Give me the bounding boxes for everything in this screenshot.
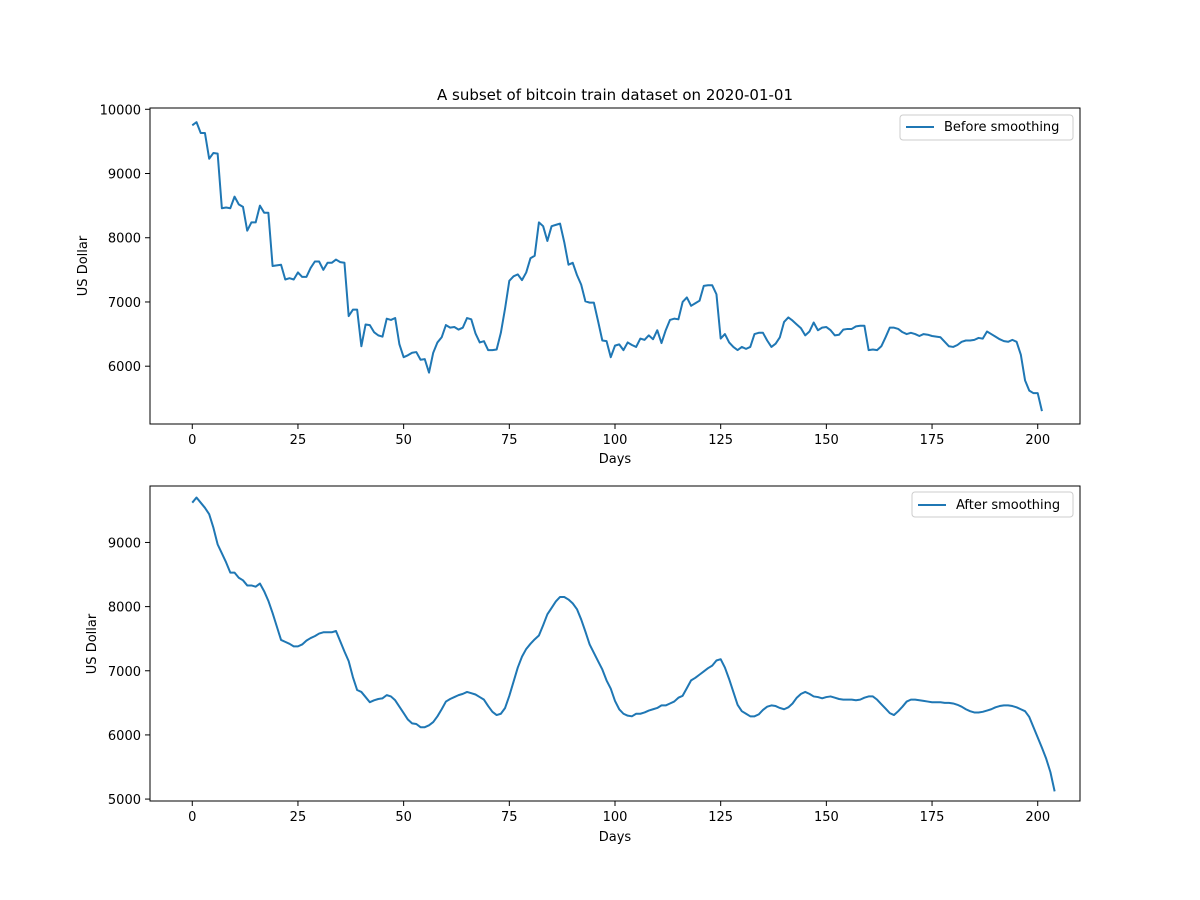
bottom-x-axis: 0 25 50 75 100 125 150 175 200 (188, 801, 1050, 825)
bottom-x-tick-label: 50 (395, 810, 412, 825)
bottom-x-tick-label: 75 (501, 810, 518, 825)
top-x-axis: 0 25 50 75 100 125 150 175 200 (188, 424, 1050, 448)
bottom-y-tick-label: 9000 (108, 536, 141, 551)
top-x-tick-label: 200 (1025, 433, 1050, 448)
top-x-tick-label: 150 (814, 433, 839, 448)
top-x-tick-label: 25 (290, 433, 307, 448)
top-y-axis-label: US Dollar (76, 235, 91, 296)
bottom-y-axis: 5000 6000 7000 8000 9000 (108, 536, 150, 808)
bottom-x-tick-label: 100 (603, 810, 628, 825)
top-x-tick-label: 125 (708, 433, 733, 448)
top-plot: 0 25 50 75 100 125 150 175 200 6000 7000 8000 9000 1… (76, 103, 1081, 467)
bottom-legend-box (911, 491, 1074, 518)
bottom-legend: After smoothing (911, 491, 1074, 518)
top-y-tick-label: 8000 (108, 232, 141, 247)
top-y-axis: 6000 7000 8000 9000 10000 (100, 103, 150, 375)
before-smoothing-line (191, 121, 1043, 412)
bottom-legend-label: After smoothing (956, 498, 1060, 513)
bottom-y-tick-label: 6000 (108, 729, 141, 744)
top-legend-label: Before smoothing (944, 120, 1059, 135)
bottom-x-tick-label: 0 (188, 810, 196, 825)
bottom-y-tick-label: 7000 (108, 665, 141, 680)
top-x-tick-label: 0 (188, 433, 196, 448)
bottom-x-tick-label: 175 (920, 810, 945, 825)
bottom-x-tick-label: 125 (708, 810, 733, 825)
top-y-tick-label: 10000 (100, 103, 141, 118)
bottom-y-tick-label: 8000 (108, 601, 141, 616)
top-y-tick-label: 9000 (108, 168, 141, 183)
bottom-y-axis-label: US Dollar (85, 613, 100, 674)
top-legend: Before smoothing (899, 114, 1074, 141)
top-y-tick-label: 6000 (108, 360, 141, 375)
bottom-x-tick-label: 150 (814, 810, 839, 825)
top-legend-box (899, 114, 1074, 141)
chart-title: A subset of bitcoin train dataset on 202… (437, 86, 793, 104)
top-x-tick-label: 50 (395, 433, 412, 448)
top-y-tick-label: 7000 (108, 296, 141, 311)
bottom-x-tick-label: 200 (1025, 810, 1050, 825)
top-x-tick-label: 75 (501, 433, 518, 448)
bottom-x-axis-label: Days (599, 830, 632, 845)
top-x-tick-label: 175 (920, 433, 945, 448)
bottom-x-tick-label: 25 (290, 810, 307, 825)
top-x-tick-label: 100 (603, 433, 628, 448)
after-smoothing-line (191, 496, 1056, 792)
top-x-axis-label: Days (599, 452, 632, 467)
bottom-plot: 0 25 50 75 100 125 150 175 200 5000 6000 7000 8000 9… (85, 485, 1081, 845)
bottom-y-tick-label: 5000 (108, 793, 141, 808)
